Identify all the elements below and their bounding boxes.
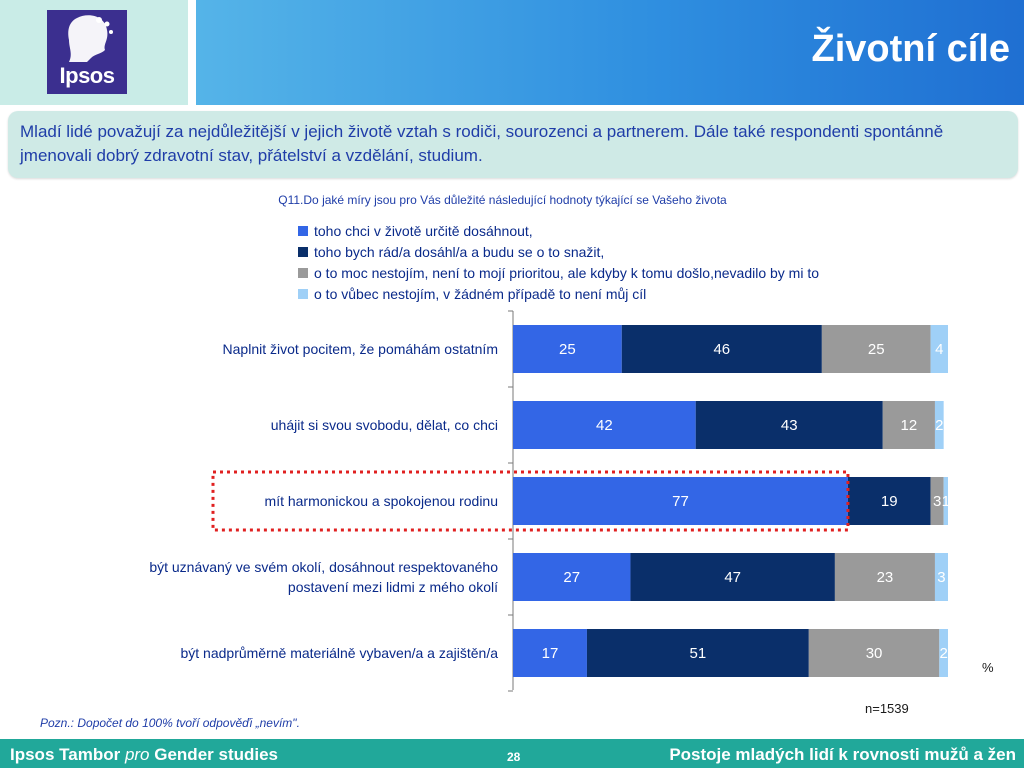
percent-unit-label: % [982,660,994,675]
bar-value-label: 25 [868,341,885,358]
legend-label: toho chci v životě určitě dosáhnout, [314,222,533,239]
bar-value-label: 17 [542,645,559,662]
bar-segment [621,325,822,373]
bar-value-label: 23 [877,569,894,586]
bar-value-label: 42 [596,417,613,434]
bar-value-label: 27 [563,569,580,586]
summary-text: Mladí lidé považují za nejdůležitější v … [20,122,944,165]
bar-segment [513,325,622,373]
bar-segment [934,401,944,449]
legend-swatch [298,267,308,278]
bar-value-label: 47 [724,569,741,586]
bar-value-label: 1 [942,493,950,510]
page-title: Životní cíle [811,28,1010,70]
legend-item-definitely: toho chci v životě určitě dosáhnout, [298,220,819,241]
bar-segment [513,629,587,677]
category-label: mít harmonickou a spokojenou rodinu [265,493,498,509]
bar-value-label: 2 [935,417,943,434]
bar-segment [513,401,696,449]
legend-label: o to vůbec nestojím, v žádném případě to… [314,285,647,302]
logo-head-icon [68,15,113,63]
footnote: Pozn.: Dopočet do 100% tvoří odpověďi „n… [40,716,300,730]
footer-brand: Ipsos Tambor pro Gender studies [10,745,278,765]
bar-value-label: 25 [559,341,576,358]
stacked-bar-chart: 25 46 25 4 Naplnit život pocitem, že pomáhám… [149,310,950,692]
summary-box: Mladí lidé považují za nejdůležitější v … [8,111,1018,178]
footer-brand-name: Ipsos Tambor [10,745,121,764]
category-label: být uznávaný ve svém okolí, dosáhnout re… [149,559,498,595]
bar-segment [513,477,848,525]
footer-title: Postoje mladých lidí k rovnosti mužů a ž… [669,745,1016,764]
legend-item-not-priority: o to moc nestojím, není to mojí priorito… [298,262,819,283]
bar-segment [882,401,935,449]
legend-item-would-like: toho bych rád/a dosáhl/a a budu se o to … [298,241,819,262]
bar-segment [586,629,809,677]
header-separator [188,0,196,105]
header-banner: Životní cíle [196,0,1024,105]
bar-segment [847,477,931,525]
highlight-box [211,470,850,532]
bar-value-label: 46 [713,341,730,358]
bar-segment [930,477,944,525]
header-left-panel: Ipsos [0,0,188,105]
bar-segment [834,553,935,601]
bar-segment [695,401,883,449]
category-label: uhájit si svou svobodu, dělat, co chci [271,417,498,433]
bar-segment [930,325,948,373]
bar-value-label: 3 [937,569,945,586]
bar-segment [939,629,948,677]
legend-label: o to moc nestojím, není to mojí priorito… [314,264,820,281]
bar-value-label: 51 [690,645,707,662]
question-text: Q11.Do jaké míry jsou pro Vás důležité n… [278,193,727,207]
bar-value-label: 43 [781,417,798,434]
chart-legend: toho chci v životě určitě dosáhnout, toh… [298,220,819,304]
footer-bar: Ipsos Tambor pro Gender studies 28 Posto… [0,739,1024,768]
bar-segment [808,629,940,677]
footer-client: Gender studies [154,745,279,764]
header-divider [0,105,1024,107]
bar-value-label: 77 [672,493,689,510]
legend-item-not-at-all: o to vůbec nestojím, v žádném případě to… [298,283,819,304]
bar-segment [513,553,631,601]
bar-value-label: 12 [901,417,918,434]
category-label: být nadprůměrně materiálně vybaven/a a z… [180,645,498,661]
ipsos-logo: Ipsos [47,10,127,94]
logo-text: Ipsos [59,63,115,88]
bar-value-label: 2 [939,645,947,662]
bar-value-label: 4 [935,341,943,358]
bar-value-label: 30 [866,645,883,662]
bar-segment [630,553,835,601]
legend-swatch [298,225,308,236]
bar-segment [934,553,948,601]
legend-label: toho bych rád/a dosáhl/a a budu se o to … [314,243,605,260]
legend-swatch [298,288,308,299]
bar-segment [943,477,948,525]
category-label: Naplnit život pocitem, že pomáhám ostatn… [223,341,498,357]
bar-segment [821,325,931,373]
page-number: 28 [507,750,521,764]
sample-size: n=1539 [865,701,909,716]
bar-value-label: 19 [881,493,898,510]
legend-swatch [298,246,308,257]
footer-pro: pro [124,745,150,764]
bar-value-label: 3 [933,493,941,510]
